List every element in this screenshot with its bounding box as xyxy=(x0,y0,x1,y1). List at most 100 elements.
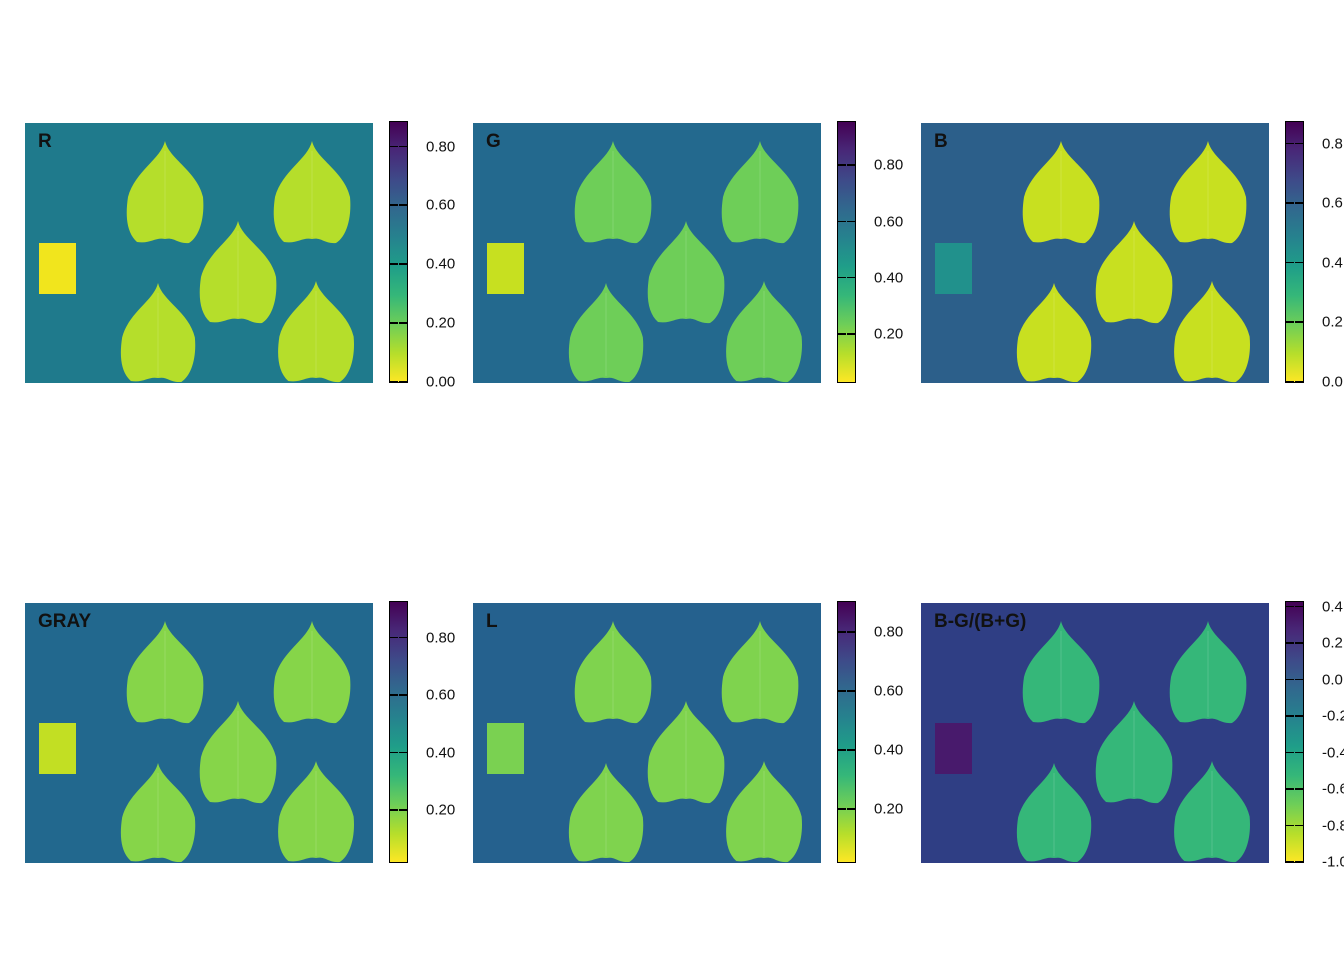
colorbar-tick xyxy=(399,322,407,324)
colorbar-tick xyxy=(847,164,855,166)
colorbar-tick-label: -1.0 xyxy=(1322,853,1344,871)
colorbar-tick xyxy=(390,694,398,696)
colorbar-tick-label: 0.40 xyxy=(874,741,904,759)
reference-square xyxy=(487,723,524,774)
leaf xyxy=(647,701,725,804)
leaf xyxy=(1174,281,1251,383)
colorbar-tick xyxy=(1295,824,1303,827)
colorbar-tick-label: -0.6 xyxy=(1322,780,1344,798)
colorbar-tick xyxy=(1286,788,1294,790)
colorbar-tick xyxy=(847,631,855,633)
leaf-image xyxy=(25,123,373,383)
leaf xyxy=(1022,141,1100,244)
colorbar-tick-label: 0.0 xyxy=(1322,373,1343,391)
colorbar-tick xyxy=(1295,321,1303,323)
colorbar-bg-index: 0.4 0.2 0.0 -0.2 -0.4 -0.6 -0.8 -1.0 xyxy=(1285,598,1344,871)
colorbar-tick-label: 0.20 xyxy=(426,801,456,819)
leaf xyxy=(726,281,803,383)
colorbar-tick-label: 0.0 xyxy=(1322,671,1343,689)
colorbar-tick-label: 0.40 xyxy=(426,744,456,762)
panel-label: R xyxy=(38,131,52,152)
colorbar-tick xyxy=(1286,751,1294,754)
leaf xyxy=(726,761,803,863)
leaf-image xyxy=(473,603,821,863)
colorbar-tick-label: -0.2 xyxy=(1322,707,1344,725)
colorbar-tick xyxy=(847,220,855,223)
colorbar-tick xyxy=(390,145,398,148)
colorbar-tick xyxy=(1295,261,1303,264)
leaf xyxy=(126,141,204,244)
colorbar-tick xyxy=(1286,202,1294,204)
colorbar-tick xyxy=(1295,202,1303,204)
reference-square xyxy=(487,243,524,294)
leaf xyxy=(1169,621,1247,724)
colorbar-tick-label: 0.80 xyxy=(874,623,904,641)
reference-square xyxy=(935,243,972,294)
colorbar-g: 0.80 0.60 0.40 0.20 xyxy=(837,121,903,383)
leaf xyxy=(1174,761,1251,863)
colorbar-tick-label: 0.60 xyxy=(874,682,904,700)
colorbar-tick xyxy=(390,322,398,324)
colorbar-tick xyxy=(847,276,855,279)
panel-label: B-G/(B+G) xyxy=(934,611,1027,632)
colorbar-l: 0.80 0.60 0.40 0.20 xyxy=(837,601,903,863)
leaf xyxy=(1095,221,1173,324)
leaf xyxy=(574,141,652,244)
colorbar-tick xyxy=(390,751,398,754)
leaf-image xyxy=(921,123,1269,383)
panel-bg-index-image: B-G/(B+G) xyxy=(921,603,1269,863)
leaf xyxy=(574,621,652,724)
colorbar-tick-label: 0.60 xyxy=(426,196,456,214)
panel-g-image: G xyxy=(473,123,821,383)
panel-label: B xyxy=(934,131,948,152)
leaf xyxy=(568,283,644,383)
leaf xyxy=(568,763,644,863)
colorbar-tick xyxy=(399,636,407,639)
colorbar-tick-label: 0.6 xyxy=(1322,194,1343,212)
colorbar-tick xyxy=(847,808,855,810)
leaf xyxy=(273,141,351,244)
colorbar-tick xyxy=(1286,861,1294,863)
colorbar-r: 0.80 0.60 0.40 0.20 0.00 xyxy=(389,121,455,391)
leaf xyxy=(1016,763,1092,863)
colorbar-gray: 0.80 0.60 0.40 0.20 xyxy=(389,601,455,863)
leaf xyxy=(278,281,355,383)
leaf xyxy=(721,141,799,244)
colorbar-tick-label: 0.00 xyxy=(426,373,456,391)
colorbar-tick xyxy=(1286,321,1294,323)
colorbar-tick-label: -0.8 xyxy=(1322,817,1344,835)
colorbar-tick-label: 0.4 xyxy=(1322,254,1343,272)
colorbar-tick xyxy=(847,333,855,335)
leaf xyxy=(120,763,196,863)
colorbar-tick xyxy=(1286,261,1294,264)
colorbar-tick-label: 0.60 xyxy=(426,686,456,704)
colorbar-tick-label: -0.4 xyxy=(1322,744,1344,762)
colorbar-tick xyxy=(390,263,398,265)
leaf-image xyxy=(25,603,373,863)
colorbar-b: 0.8 0.6 0.4 0.2 0.0 xyxy=(1285,121,1343,391)
colorbar-tick xyxy=(399,204,407,206)
reference-square xyxy=(39,723,76,774)
panel-b-image: B xyxy=(921,123,1269,383)
colorbar-tick-label: 0.8 xyxy=(1322,135,1343,153)
colorbar-tick xyxy=(1295,678,1303,681)
colorbar-tick xyxy=(399,694,407,696)
leaf xyxy=(126,621,204,724)
leaf xyxy=(199,701,277,804)
colorbar-tick xyxy=(399,145,407,148)
colorbar-tick xyxy=(1295,142,1303,145)
colorbar-tick xyxy=(1286,142,1294,145)
colorbar-tick xyxy=(390,809,398,811)
colorbar-tick-label: 0.80 xyxy=(426,138,456,156)
colorbar-tick xyxy=(399,809,407,811)
colorbar-tick xyxy=(399,263,407,265)
colorbar-tick xyxy=(1295,715,1303,717)
colorbar-tick xyxy=(1286,381,1294,383)
colorbar-tick-label: 0.80 xyxy=(426,629,456,647)
colorbar-tick xyxy=(1286,642,1294,644)
colorbar-tick-label: 0.2 xyxy=(1322,313,1343,331)
colorbar-tick xyxy=(1286,824,1294,827)
colorbar-tick-label: 0.40 xyxy=(874,269,904,287)
panel-label: L xyxy=(486,611,498,632)
colorbar-tick xyxy=(838,220,846,223)
